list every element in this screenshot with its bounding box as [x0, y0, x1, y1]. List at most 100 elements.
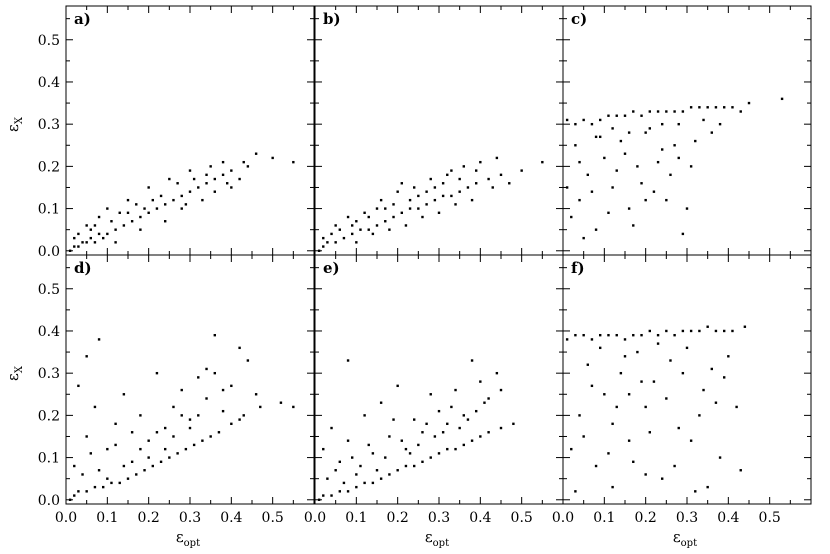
panel-frame [65, 5, 315, 256]
data-point [541, 160, 544, 164]
data-point [184, 447, 188, 451]
data-point [677, 156, 680, 160]
data-point [677, 426, 680, 430]
data-point [77, 384, 80, 388]
data-point [656, 333, 660, 337]
data-point [565, 118, 569, 122]
data-point [652, 380, 656, 383]
data-point [458, 190, 461, 193]
data-point [607, 211, 610, 214]
panel-grid: a) b) c) d) e) f) [65, 5, 812, 505]
data-point [396, 384, 399, 388]
data-point [396, 190, 399, 193]
data-point [661, 148, 664, 151]
data-point [404, 464, 408, 468]
data-point [603, 393, 606, 396]
data-point [346, 359, 350, 362]
data-point [710, 367, 713, 371]
data-point [590, 122, 594, 126]
data-point [130, 460, 134, 463]
data-point [718, 456, 722, 459]
data-point [147, 211, 150, 214]
x-axis-subscript: opt [433, 538, 449, 549]
data-point [499, 173, 503, 177]
data-point [151, 198, 154, 202]
data-point [188, 190, 192, 193]
x-tick-label: 0.1 [345, 510, 367, 526]
data-point [454, 203, 457, 206]
data-point [159, 460, 163, 463]
data-point [718, 122, 722, 126]
data-point [213, 190, 216, 193]
data-point [487, 177, 490, 181]
y-axis-symbol: ε [4, 373, 22, 381]
x-axis-symbol: ε [176, 528, 184, 546]
x-axis-subscript: opt [681, 538, 697, 549]
data-point [188, 426, 192, 430]
data-point [479, 380, 482, 383]
axis-ticks [314, 6, 564, 255]
data-point [429, 393, 432, 396]
axis-ticks [562, 255, 812, 504]
data-point [619, 371, 623, 375]
data-point [122, 464, 126, 468]
data-point [197, 414, 200, 417]
data-point [408, 207, 412, 210]
data-point [441, 431, 445, 434]
data-point [466, 418, 470, 421]
data-point [495, 371, 499, 375]
data-point [346, 490, 350, 493]
data-point [122, 224, 126, 227]
data-point [130, 220, 134, 223]
data-point [346, 215, 350, 219]
data-point [615, 114, 618, 117]
data-point [586, 363, 589, 366]
data-points [68, 152, 295, 252]
data-point [669, 173, 672, 177]
data-point [599, 118, 602, 122]
x-tick-label: 0.0 [552, 510, 574, 526]
data-point [392, 203, 395, 206]
data-point [317, 498, 321, 501]
data-point [338, 490, 341, 493]
data-point [433, 186, 437, 189]
panel-label: d) [74, 259, 92, 277]
data-point [81, 241, 84, 244]
data-point [230, 169, 233, 172]
x-tick-label: 0.4 [220, 510, 242, 526]
data-point [627, 131, 631, 134]
data-point [689, 106, 693, 109]
data-point [155, 207, 159, 210]
data-point [632, 333, 635, 337]
data-point [246, 359, 250, 362]
data-point [230, 384, 233, 388]
data-point [396, 469, 399, 472]
data-point [437, 409, 441, 413]
data-point [126, 198, 130, 202]
data-point [93, 241, 97, 244]
data-points [68, 333, 295, 501]
data-point [582, 333, 585, 337]
panel-frame [65, 254, 315, 505]
y-tick-label: 0.1 [38, 451, 60, 467]
y-tick-label: 0.0 [38, 493, 60, 509]
data-point [73, 245, 76, 248]
data-point [689, 165, 693, 168]
data-point [242, 414, 245, 417]
y-tick-label: 0.2 [38, 408, 60, 424]
panel-label: e) [323, 259, 340, 277]
data-point [230, 186, 233, 189]
data-point [454, 447, 457, 451]
data-point [413, 186, 416, 189]
data-point [351, 232, 354, 236]
data-point [499, 388, 503, 392]
data-point [632, 460, 635, 463]
data-point [574, 490, 577, 493]
data-point [205, 367, 208, 371]
data-point [578, 414, 581, 417]
data-point [466, 186, 470, 189]
data-point [221, 409, 225, 413]
data-point [338, 460, 341, 463]
